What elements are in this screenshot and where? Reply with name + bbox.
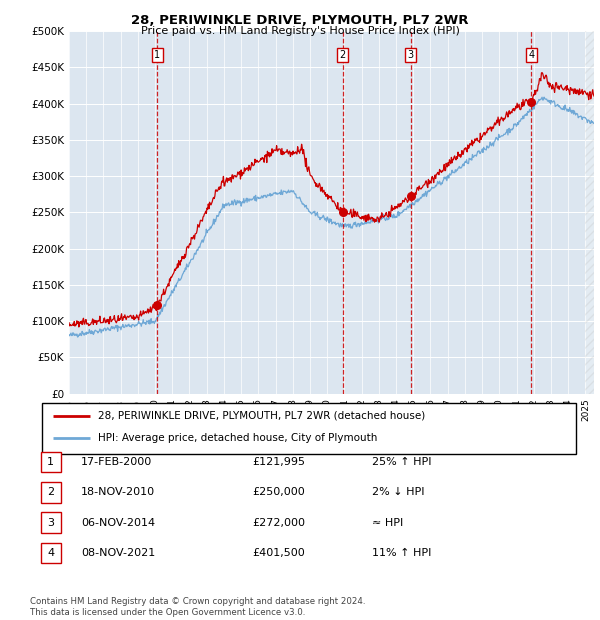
Text: £250,000: £250,000 [252, 487, 305, 497]
Text: 4: 4 [528, 50, 535, 60]
Text: 2% ↓ HPI: 2% ↓ HPI [372, 487, 425, 497]
FancyBboxPatch shape [42, 403, 576, 454]
Text: 2: 2 [47, 487, 54, 497]
Text: 18-NOV-2010: 18-NOV-2010 [81, 487, 155, 497]
Text: 17-FEB-2000: 17-FEB-2000 [81, 457, 152, 467]
FancyBboxPatch shape [41, 451, 61, 472]
Text: 3: 3 [47, 518, 54, 528]
Text: Contains HM Land Registry data © Crown copyright and database right 2024.
This d: Contains HM Land Registry data © Crown c… [30, 598, 365, 617]
Text: 1: 1 [154, 50, 160, 60]
Text: Price paid vs. HM Land Registry's House Price Index (HPI): Price paid vs. HM Land Registry's House … [140, 26, 460, 36]
Text: 2: 2 [340, 50, 346, 60]
Text: 28, PERIWINKLE DRIVE, PLYMOUTH, PL7 2WR (detached house): 28, PERIWINKLE DRIVE, PLYMOUTH, PL7 2WR … [98, 410, 425, 421]
Text: £401,500: £401,500 [252, 548, 305, 558]
Text: £272,000: £272,000 [252, 518, 305, 528]
FancyBboxPatch shape [41, 543, 61, 563]
Text: 08-NOV-2021: 08-NOV-2021 [81, 548, 155, 558]
Text: 1: 1 [47, 457, 54, 467]
Text: £121,995: £121,995 [252, 457, 305, 467]
Text: 11% ↑ HPI: 11% ↑ HPI [372, 548, 431, 558]
Text: 28, PERIWINKLE DRIVE, PLYMOUTH, PL7 2WR: 28, PERIWINKLE DRIVE, PLYMOUTH, PL7 2WR [131, 14, 469, 27]
Text: HPI: Average price, detached house, City of Plymouth: HPI: Average price, detached house, City… [98, 433, 377, 443]
Text: ≈ HPI: ≈ HPI [372, 518, 403, 528]
Text: 25% ↑ HPI: 25% ↑ HPI [372, 457, 431, 467]
Text: 4: 4 [47, 548, 54, 558]
FancyBboxPatch shape [41, 512, 61, 533]
FancyBboxPatch shape [41, 482, 61, 502]
Text: 3: 3 [407, 50, 414, 60]
Text: 06-NOV-2014: 06-NOV-2014 [81, 518, 155, 528]
